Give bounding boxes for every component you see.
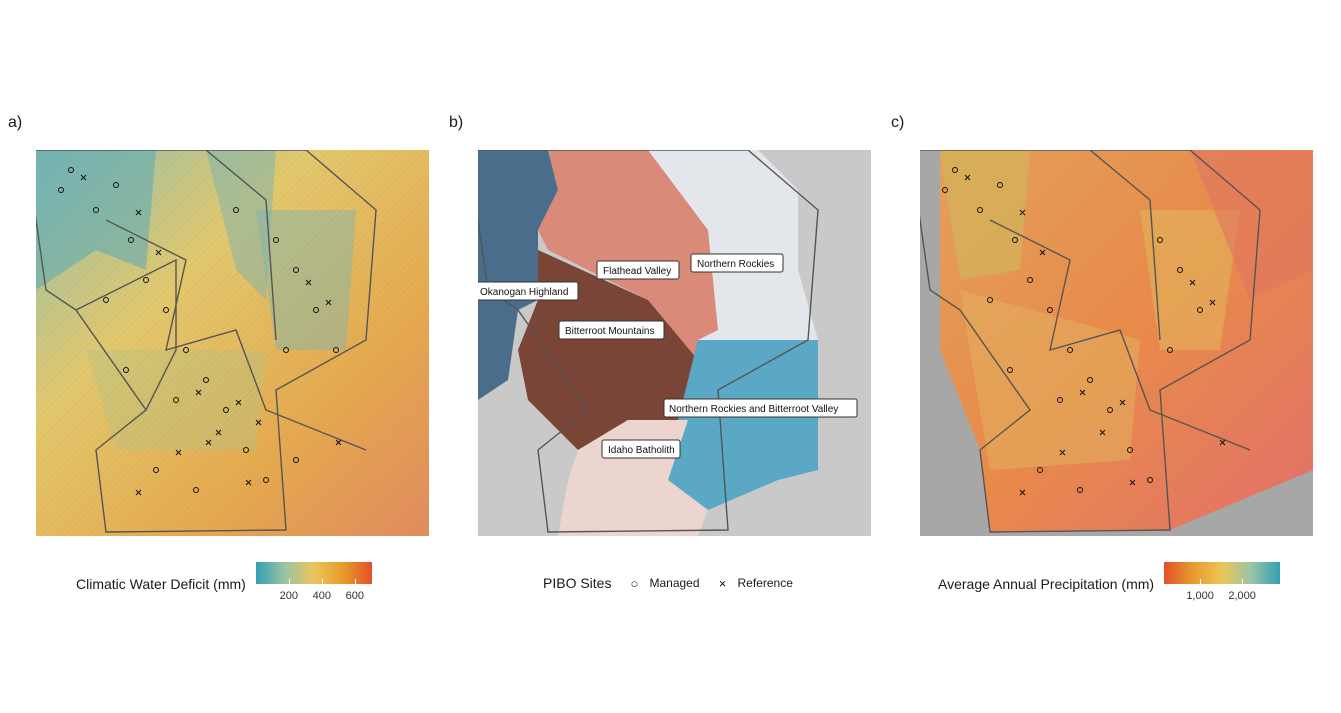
legend-pibo-sites: PIBO Sites ○ Managed × Reference	[543, 575, 807, 591]
legend-a-tick: 600	[345, 590, 364, 602]
reference-markers	[80, 174, 342, 496]
legend-a-colorbar: 200 400 600	[255, 562, 372, 602]
label-flathead: Flathead Valley	[596, 260, 680, 280]
label-nr-bitterroot-valley: Northern Rockies and Bitterroot Valley	[663, 398, 858, 418]
svg-text:Northern Rockies: Northern Rockies	[697, 259, 774, 270]
reference-symbol-icon: ×	[718, 575, 727, 591]
region-nr-bitterroot-valley	[668, 340, 818, 510]
panel-label-c: c)	[891, 114, 905, 131]
legend-a-tick: 200	[279, 590, 298, 602]
map-average-annual-precipitation	[920, 150, 1313, 536]
legend-average-annual-precipitation: Average Annual Precipitation (mm) 1,000 …	[938, 562, 1281, 602]
map-b-svg: Okanogan Highland Flathead Valley Northe…	[478, 150, 871, 536]
legend-c-tick: 2,000	[1228, 590, 1256, 602]
svg-text:Flathead Valley: Flathead Valley	[603, 266, 671, 277]
region-flathead	[538, 150, 718, 360]
legend-a-title: Climatic Water Deficit (mm)	[76, 576, 246, 592]
region-okanogan	[478, 150, 558, 400]
site-markers	[58, 167, 339, 493]
label-bitterroot-mountains: Bitterroot Mountains	[558, 320, 665, 340]
legend-managed-label: Managed	[649, 576, 700, 590]
legend-a-tick: 400	[312, 590, 331, 602]
label-northern-rockies: Northern Rockies	[690, 253, 784, 273]
legend-c-colorbar: 1,000 2,000	[1164, 562, 1281, 602]
svg-text:Northern Rockies and Bitterroo: Northern Rockies and Bitterroot Valley	[669, 404, 838, 415]
region-northern-rockies	[648, 150, 818, 340]
map-a-svg	[36, 150, 429, 536]
label-okanogan: Okanogan Highland	[478, 281, 579, 301]
svg-text:Bitterroot Mountains: Bitterroot Mountains	[565, 326, 655, 337]
label-idaho-batholith: Idaho Batholith	[601, 439, 681, 459]
panel-label-a: a)	[8, 114, 23, 131]
svg-text:Okanogan Highland: Okanogan Highland	[480, 287, 568, 298]
map-c-svg	[920, 150, 1313, 536]
map-climatic-water-deficit	[36, 150, 429, 536]
legend-b-title: PIBO Sites	[543, 575, 612, 591]
svg-text:Idaho Batholith: Idaho Batholith	[608, 445, 675, 456]
legend-c-tick: 1,000	[1186, 590, 1214, 602]
panel-label-b: b)	[449, 114, 464, 131]
legend-c-title: Average Annual Precipitation (mm)	[938, 576, 1155, 592]
legend-reference-label: Reference	[737, 576, 793, 590]
legend-climatic-water-deficit: Climatic Water Deficit (mm) 200 400 600	[76, 562, 372, 602]
managed-symbol-icon: ○	[630, 575, 639, 591]
map-ecoregions: Okanogan Highland Flathead Valley Northe…	[478, 150, 871, 536]
